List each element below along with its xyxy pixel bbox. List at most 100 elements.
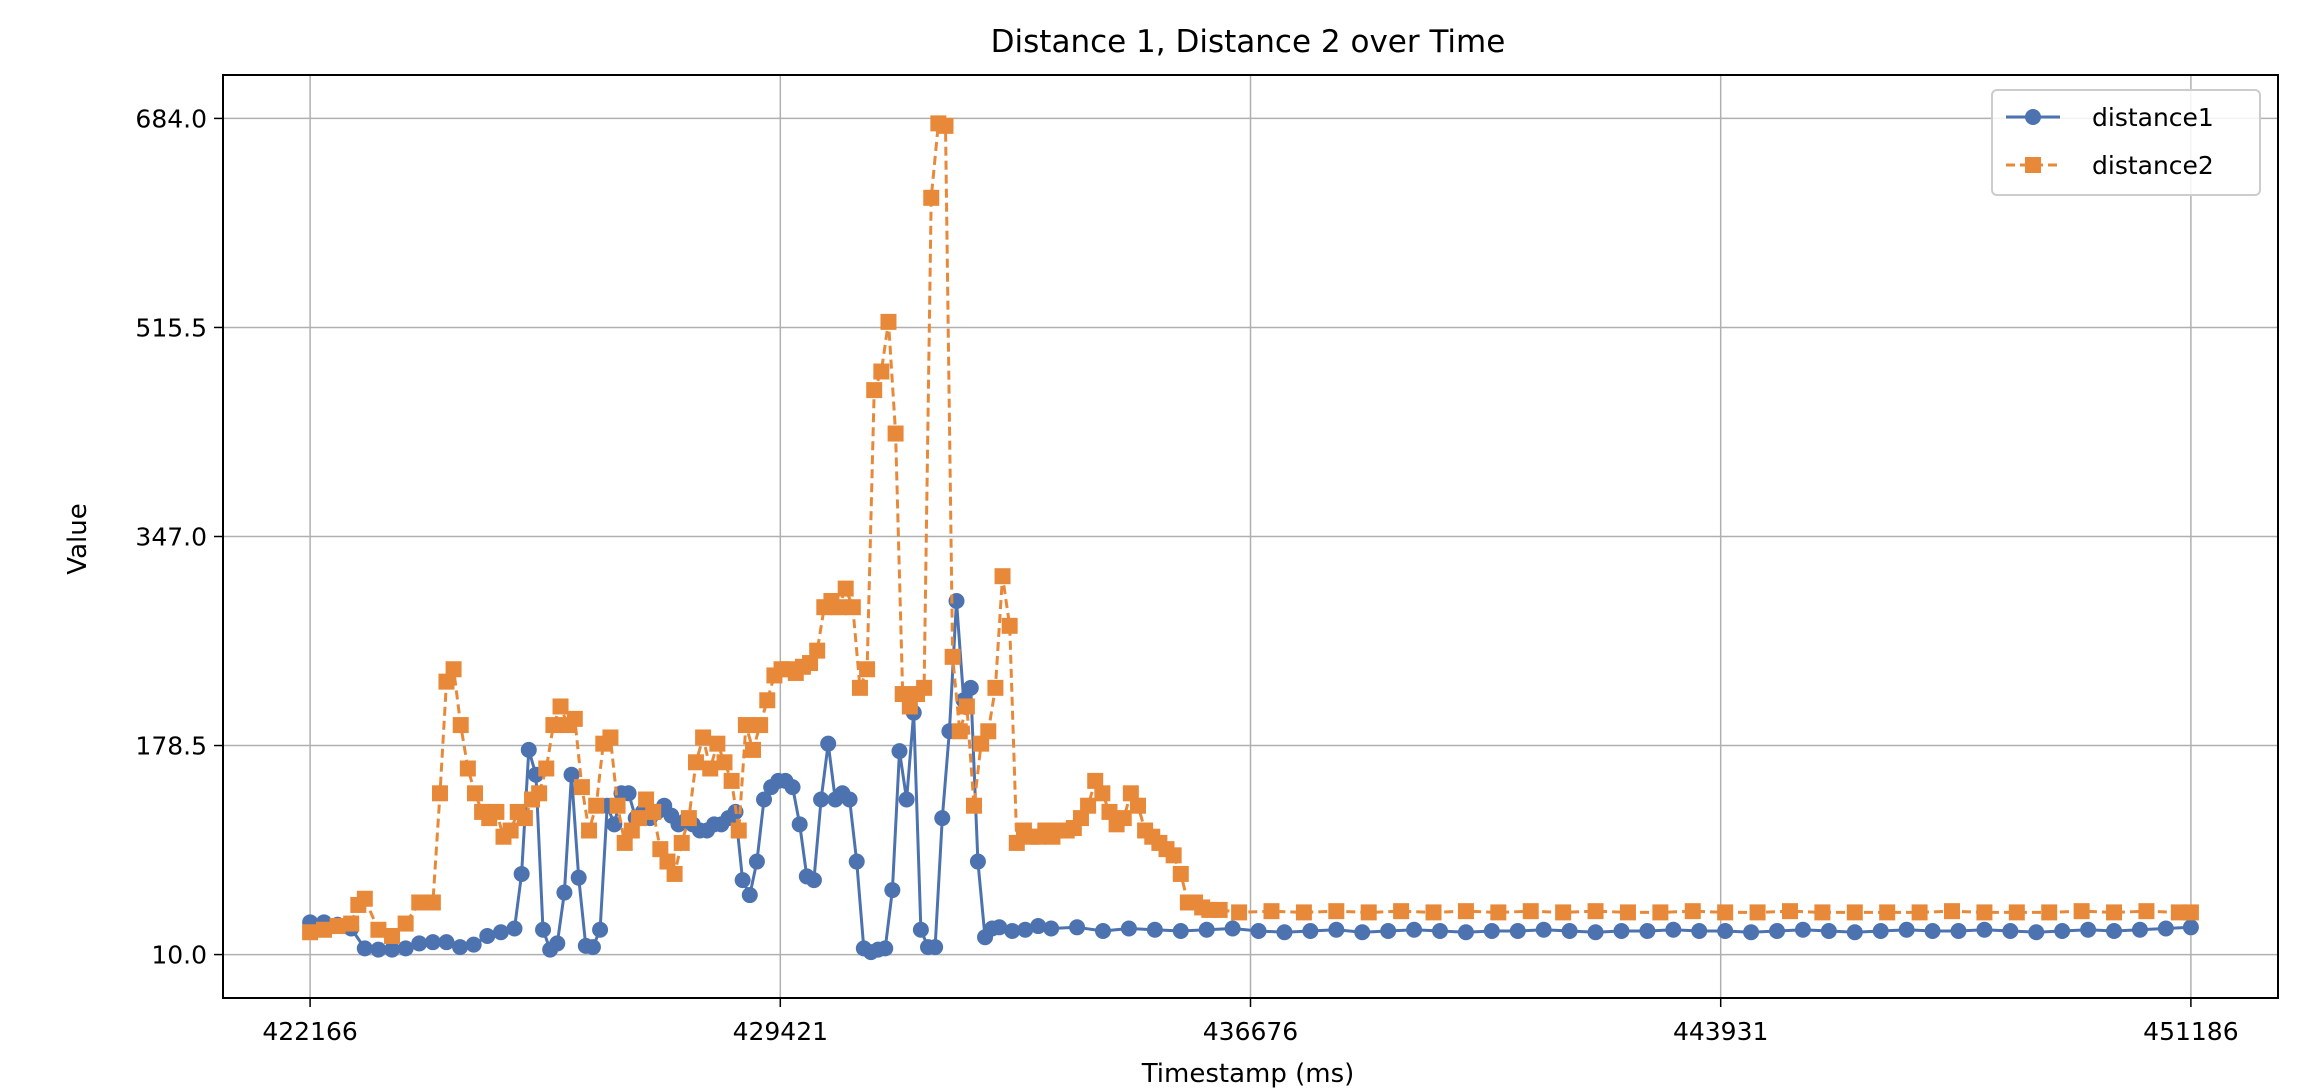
data-point-distance2 xyxy=(384,927,401,944)
data-point-distance1 xyxy=(1302,923,1319,940)
data-point-distance1 xyxy=(520,741,537,758)
data-point-distance2 xyxy=(1263,903,1280,920)
data-point-distance1 xyxy=(1587,924,1604,941)
data-point-distance1 xyxy=(479,927,496,944)
data-point-distance2 xyxy=(1295,904,1312,921)
data-point-distance2 xyxy=(944,648,961,665)
data-point-distance1 xyxy=(492,924,509,941)
data-point-distance2 xyxy=(1129,797,1146,814)
data-point-distance2 xyxy=(1001,617,1018,634)
data-point-distance2 xyxy=(901,698,918,715)
data-point-distance2 xyxy=(1684,903,1701,920)
data-point-distance2 xyxy=(723,772,740,789)
data-point-distance1 xyxy=(2080,921,2097,938)
data-point-distance2 xyxy=(1814,904,1831,921)
data-point-distance1 xyxy=(1717,923,1734,940)
data-point-distance2 xyxy=(645,803,662,820)
data-point-distance2 xyxy=(1555,904,1572,921)
data-point-distance2 xyxy=(411,894,428,911)
data-point-distance1 xyxy=(411,935,428,952)
data-point-distance1 xyxy=(877,940,894,957)
data-point-distance1 xyxy=(370,941,387,958)
data-point-distance1 xyxy=(813,791,830,808)
data-point-distance2 xyxy=(745,741,762,758)
data-point-distance2 xyxy=(370,921,387,938)
data-point-distance2 xyxy=(687,754,704,771)
data-point-distance2 xyxy=(887,425,904,442)
data-point-distance2 xyxy=(937,117,954,134)
data-point-distance2 xyxy=(315,921,332,938)
data-point-distance2 xyxy=(1008,834,1025,851)
y-axis-ticks: 10.0 178.5 347.0 515.5 684.0 xyxy=(135,104,223,970)
data-point-distance1 xyxy=(1483,923,1500,940)
data-point-distance2 xyxy=(695,729,712,746)
data-point-distance2 xyxy=(916,679,933,696)
data-point-distance2 xyxy=(1360,904,1377,921)
data-point-distance2 xyxy=(894,686,911,703)
data-point-distance2 xyxy=(1211,901,1228,918)
data-point-distance1 xyxy=(424,934,441,951)
data-point-distance2 xyxy=(1101,803,1118,820)
x-tick-label: 429421 xyxy=(733,1017,828,1046)
data-point-distance1 xyxy=(927,939,944,956)
data-point-distance1 xyxy=(535,921,552,938)
data-point-distance2 xyxy=(923,189,940,206)
y-axis-label: Value xyxy=(63,503,93,574)
data-point-distance2 xyxy=(466,785,483,802)
data-point-distance2 xyxy=(680,810,697,827)
data-point-distance1 xyxy=(2131,921,2148,938)
legend-label-distance1: distance1 xyxy=(2092,103,2214,132)
data-point-distance1 xyxy=(969,853,986,870)
data-point-distance2 xyxy=(859,661,876,678)
data-point-distance2 xyxy=(1619,904,1636,921)
x-tick-label: 451186 xyxy=(2143,1017,2238,1046)
data-point-distance2 xyxy=(709,735,726,752)
data-point-distance1 xyxy=(620,785,637,802)
y-tick-label: 347.0 xyxy=(135,523,207,552)
data-point-distance2 xyxy=(531,785,548,802)
data-point-distance1 xyxy=(1898,921,1915,938)
data-point-distance2 xyxy=(1393,903,1410,920)
data-point-distance2 xyxy=(538,760,555,777)
data-point-distance2 xyxy=(837,580,854,597)
data-point-distance1 xyxy=(741,887,758,904)
data-point-distance1 xyxy=(1094,923,1111,940)
data-point-distance2 xyxy=(488,803,505,820)
data-point-distance2 xyxy=(1717,904,1734,921)
data-point-distance2 xyxy=(516,810,533,827)
data-point-distance2 xyxy=(980,723,997,740)
data-point-distance1 xyxy=(1639,923,1656,940)
data-point-distance2 xyxy=(851,679,868,696)
data-point-distance2 xyxy=(502,822,519,839)
data-point-distance1 xyxy=(898,791,915,808)
data-point-distance2 xyxy=(802,655,819,672)
data-point-distance1 xyxy=(1872,923,1889,940)
data-point-distance2 xyxy=(397,915,414,932)
data-point-distance2 xyxy=(1094,785,1111,802)
data-point-distance1 xyxy=(1561,923,1578,940)
y-tick-label: 10.0 xyxy=(151,941,207,970)
data-point-distance2 xyxy=(438,673,455,690)
data-point-distance1 xyxy=(1509,923,1526,940)
data-point-distance2 xyxy=(343,915,360,932)
data-point-distance1 xyxy=(962,679,979,696)
data-point-distance2 xyxy=(356,890,373,907)
data-point-distance2 xyxy=(1115,810,1132,827)
data-point-distance2 xyxy=(2073,903,2090,920)
data-point-distance1 xyxy=(1743,924,1760,941)
data-point-distance1 xyxy=(991,919,1008,936)
data-point-distance2 xyxy=(302,924,319,941)
y-tick-label: 515.5 xyxy=(135,313,207,342)
data-point-distance1 xyxy=(2182,919,2199,936)
data-point-distance2 xyxy=(638,791,655,808)
data-point-distance1 xyxy=(1172,923,1189,940)
data-point-distance2 xyxy=(752,717,769,734)
data-point-distance1 xyxy=(1794,921,1811,938)
data-point-distance2 xyxy=(452,717,469,734)
data-point-distance2 xyxy=(588,797,605,814)
data-point-distance1 xyxy=(1846,924,1863,941)
plot-area xyxy=(302,115,2199,961)
data-point-distance1 xyxy=(1691,923,1708,940)
data-point-distance2 xyxy=(966,797,983,814)
